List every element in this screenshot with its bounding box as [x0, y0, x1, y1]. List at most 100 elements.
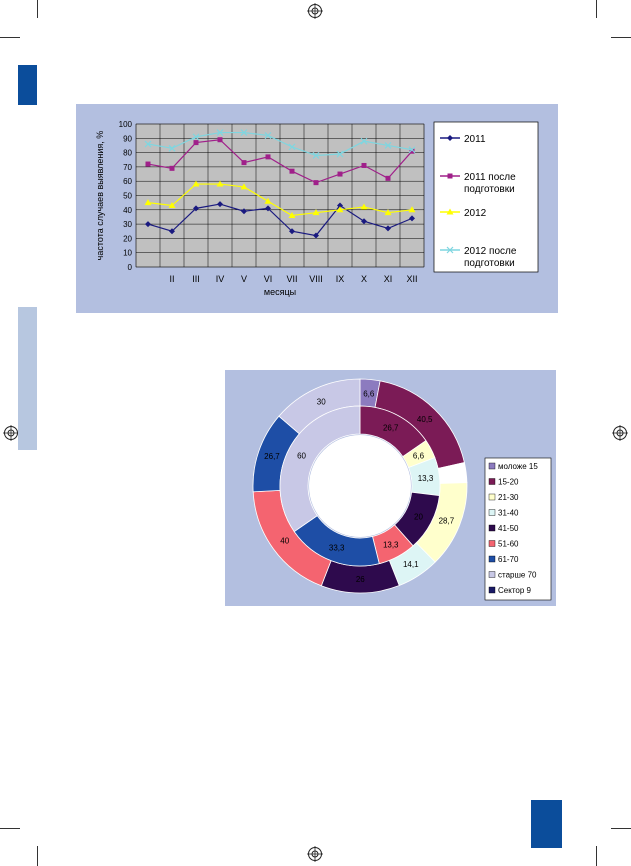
x-tick-label: XI [384, 274, 393, 284]
data-point [361, 218, 367, 225]
legend-label: 2012 после [464, 246, 517, 257]
data-point [265, 205, 271, 212]
x-tick-label: V [241, 274, 247, 284]
data-point [168, 144, 176, 152]
data-point [169, 165, 175, 171]
legend-swatch [488, 509, 496, 516]
x-tick-label: IV [216, 274, 225, 284]
legend-label: 2011 после [464, 172, 516, 183]
legend-label: 41-50 [498, 524, 519, 533]
x-axis-label: месяцы [264, 287, 296, 297]
slice-label: 6,6 [413, 451, 425, 460]
crop-mark [611, 37, 631, 38]
legend-label: 2012 [464, 208, 487, 219]
data-point [193, 140, 199, 146]
data-point [217, 201, 223, 208]
registration-mark-icon [307, 3, 323, 19]
legend-label: 61-70 [498, 555, 519, 564]
y-tick-label: 50 [123, 192, 132, 201]
data-point [313, 232, 319, 239]
series-line [147, 183, 413, 217]
data-point [409, 215, 415, 222]
data-point [144, 199, 152, 206]
slice-label: 26 [356, 575, 365, 584]
data-point [216, 129, 224, 137]
crop-mark [0, 828, 20, 829]
data-point [145, 221, 151, 228]
y-tick-label: 20 [123, 234, 132, 243]
data-point [217, 137, 223, 143]
legend-label: подготовки [464, 258, 515, 269]
data-point [336, 150, 344, 158]
legend-label: 51-60 [498, 540, 519, 549]
crop-mark [611, 828, 631, 829]
data-point [144, 140, 152, 148]
data-point [384, 209, 392, 216]
data-point [408, 146, 416, 154]
legend-label: 2011 [464, 134, 486, 145]
x-tick-label: IX [336, 274, 345, 284]
doughnut-chart-panel: 6,640,528,714,1264026,730026,76,613,3201… [225, 370, 556, 606]
data-point [288, 212, 296, 219]
data-point [360, 137, 368, 145]
series-line [147, 139, 413, 184]
crop-mark [37, 846, 38, 866]
legend-swatch [488, 462, 496, 470]
y-tick-label: 0 [128, 263, 133, 272]
x-tick-label: III [192, 274, 200, 284]
y-tick-label: 40 [123, 206, 132, 215]
data-point [289, 228, 295, 235]
registration-mark-icon [3, 425, 19, 441]
legend-marker [446, 246, 454, 254]
page-tab-top [18, 65, 37, 105]
data-point [385, 175, 391, 181]
y-tick-label: 60 [123, 177, 132, 186]
y-tick-label: 80 [123, 149, 132, 158]
legend-label: 31-40 [498, 509, 519, 518]
slice-label: 40 [280, 537, 289, 546]
data-point [241, 208, 247, 215]
slice-label: 60 [297, 451, 306, 460]
series-line [147, 131, 413, 157]
legend-label: подготовки [464, 184, 515, 195]
data-point [312, 209, 320, 216]
doughnut-chart: 6,640,528,714,1264026,730026,76,613,3201… [252, 378, 552, 601]
crop-mark [37, 0, 38, 18]
data-point [193, 205, 199, 212]
registration-mark-icon [612, 425, 628, 441]
slice-label: 13,3 [383, 540, 399, 549]
slice-label: 33,3 [329, 544, 345, 553]
x-tick-label: VII [286, 274, 297, 284]
data-point [408, 206, 416, 213]
data-point [336, 206, 344, 213]
data-point [289, 168, 295, 174]
crop-mark [596, 846, 597, 866]
slice-label: 6,6 [363, 389, 375, 398]
y-tick-label: 10 [123, 249, 132, 258]
data-point [240, 129, 248, 137]
data-point [145, 161, 151, 167]
slice-label: 40,5 [417, 415, 433, 424]
slice-label: 26,7 [383, 424, 399, 433]
donut-hole [309, 435, 411, 537]
data-point [192, 180, 200, 187]
registration-mark-icon [307, 846, 323, 862]
legend-label: 21-30 [498, 493, 519, 502]
y-tick-label: 70 [123, 163, 132, 172]
legend-swatch [488, 586, 496, 594]
legend-swatch [488, 524, 496, 532]
legend-marker [447, 173, 453, 179]
data-point [337, 171, 343, 177]
page-tab-bottom [531, 800, 562, 848]
data-point [264, 132, 272, 139]
data-point [216, 180, 224, 187]
x-tick-label: VIII [309, 274, 323, 284]
slice-label: 30 [317, 397, 326, 406]
legend-swatch [488, 555, 496, 563]
legend-label: 15-20 [498, 478, 519, 487]
crop-mark [596, 0, 597, 18]
legend-marker [446, 208, 454, 215]
slice-label: 13,3 [418, 474, 434, 483]
x-tick-label: XII [406, 274, 417, 284]
